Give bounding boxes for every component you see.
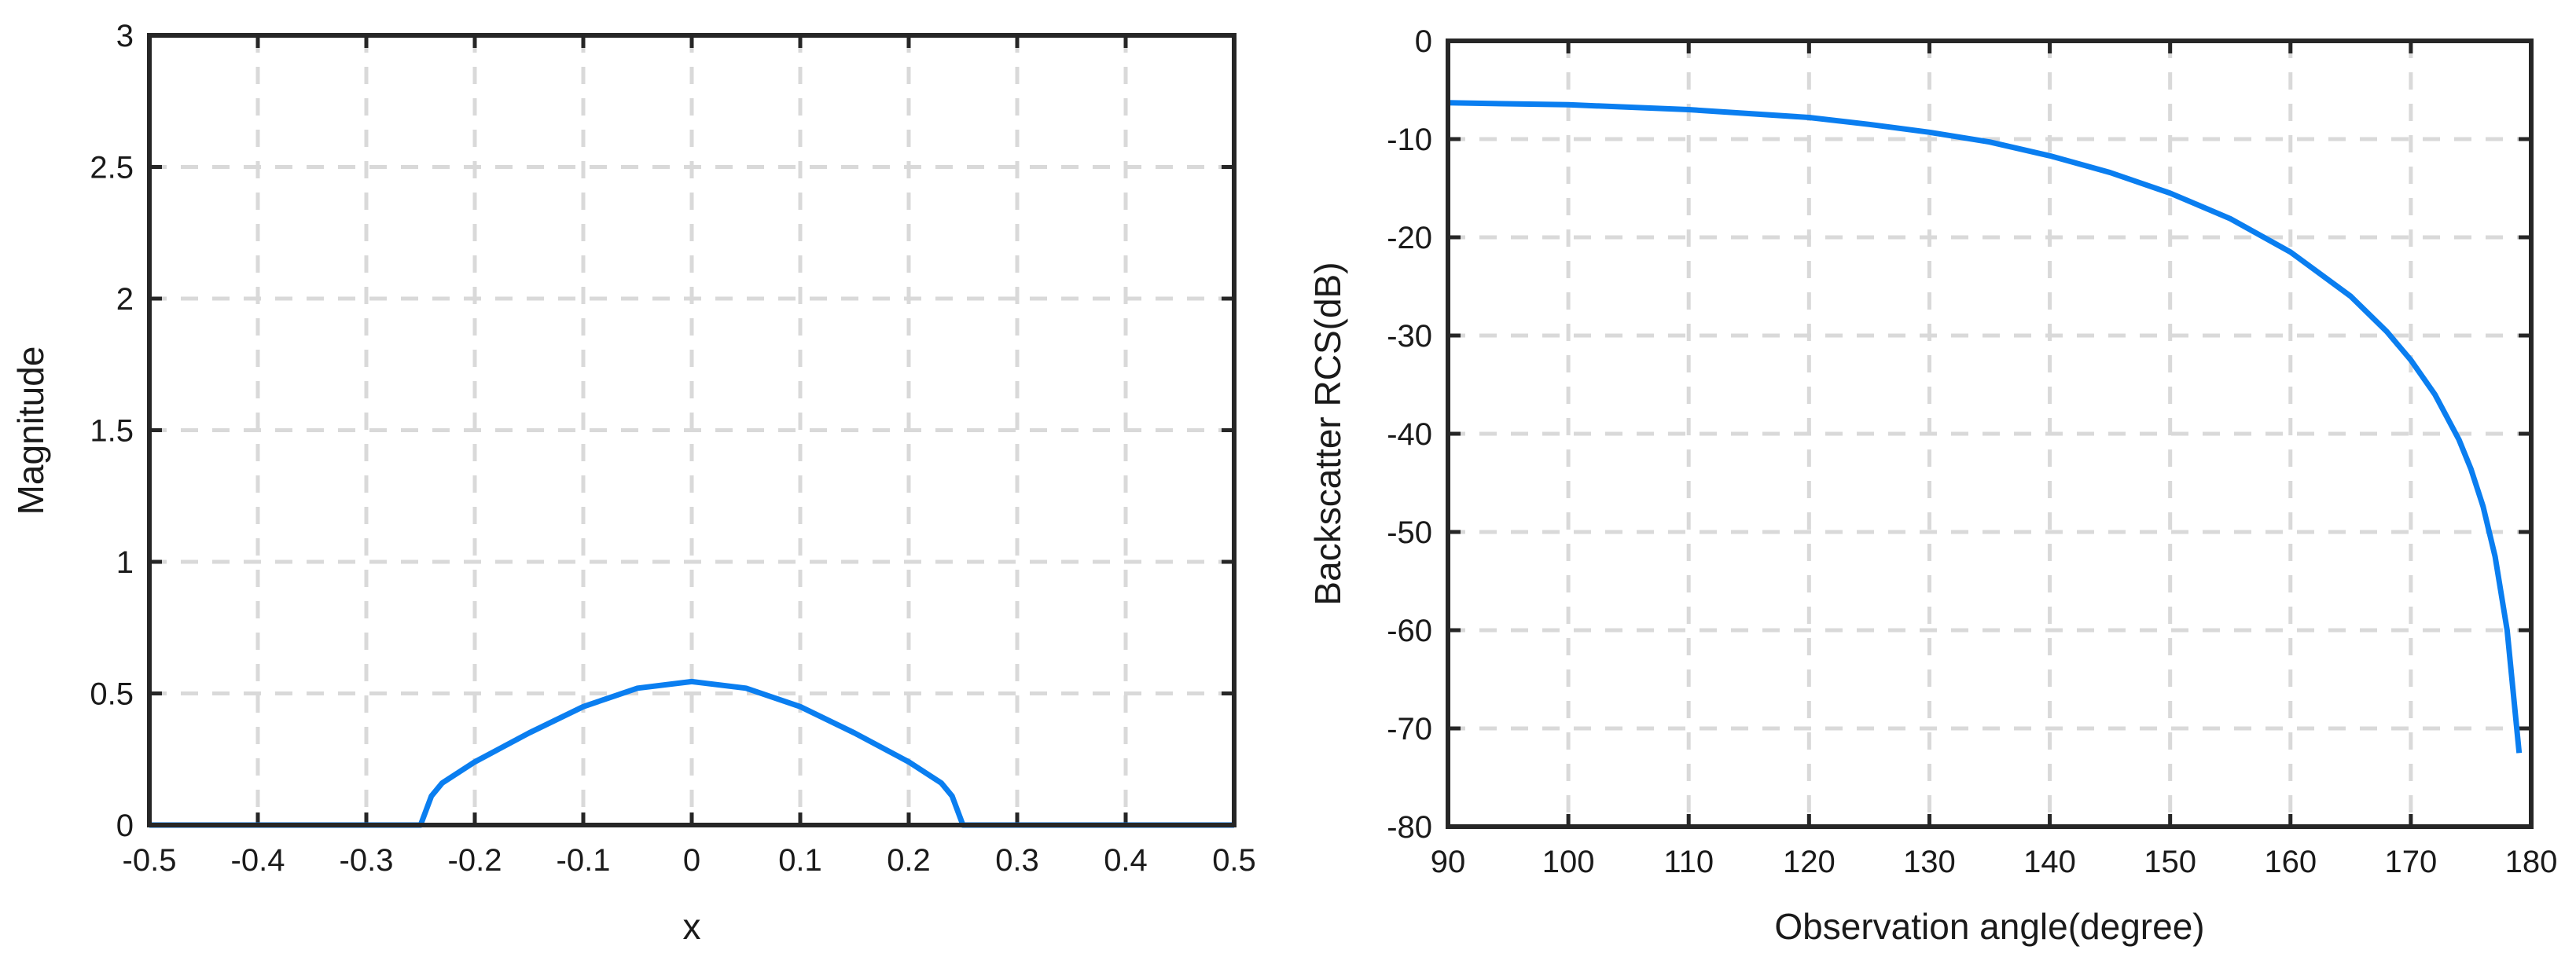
y-tick-label: -60 <box>1387 614 1432 648</box>
y-tick-label: 3 <box>116 19 134 53</box>
x-tick-label: 170 <box>2385 845 2438 879</box>
x-tick-label: 130 <box>1903 845 1956 879</box>
x-tick-label: -0.3 <box>340 843 394 878</box>
x-tick-label: 90 <box>1431 845 1466 879</box>
y-tick-label: -50 <box>1387 515 1432 550</box>
x-tick-label: 0.5 <box>1212 843 1256 878</box>
y-tick-label: -30 <box>1387 319 1432 354</box>
x-tick-label: 110 <box>1663 845 1714 879</box>
x-tick-label: 0.3 <box>995 843 1039 878</box>
y-axis-label: Backscatter RCS(dB) <box>1307 262 1348 605</box>
x-tick-label: 120 <box>1783 845 1836 879</box>
y-tick-label: 2 <box>116 282 134 317</box>
x-tick-label: 0.1 <box>778 843 822 878</box>
y-tick-label: -80 <box>1387 810 1432 845</box>
x-tick-label: 140 <box>2023 845 2076 879</box>
y-tick-label: 1 <box>116 545 134 580</box>
x-tick-label: 160 <box>2264 845 2317 879</box>
x-axis-label: x <box>683 906 701 947</box>
y-tick-label: 2.5 <box>90 151 134 185</box>
y-tick-label: 1.5 <box>90 414 134 449</box>
x-tick-label: -0.4 <box>231 843 285 878</box>
x-tick-label: -0.5 <box>123 843 177 878</box>
x-tick-label: -0.2 <box>448 843 502 878</box>
axes-frame <box>1446 39 2534 829</box>
x-tick-label: -0.1 <box>557 843 611 878</box>
left-plot: -0.5 -0.4 -0.3 -0.2 -0.1 0 0.1 0.2 0.3 0.4 0.5 0 0.5… <box>10 19 1256 947</box>
right-plot: 90 100 110 120 130 140 150 160 170 180 -80 -70 -60 -5… <box>1307 24 2557 947</box>
y-tick-label: 0 <box>1415 24 1432 59</box>
x-tick-label: 0 <box>683 843 700 878</box>
x-tick-label: 100 <box>1542 845 1595 879</box>
y-tick-label: -70 <box>1387 712 1432 746</box>
x-tick-label: 180 <box>2505 845 2558 879</box>
x-tick-label: 0.2 <box>887 843 931 878</box>
x-tick-label: 0.4 <box>1104 843 1148 878</box>
series-line <box>149 678 1234 828</box>
y-tick-label: 0.5 <box>90 677 134 712</box>
y-tick-label: 0 <box>116 809 134 843</box>
x-tick-label: 150 <box>2144 845 2196 879</box>
series-line <box>1447 100 2523 754</box>
x-axis-label: Observation angle(degree) <box>1774 906 2204 947</box>
y-axis-label: Magnitude <box>10 347 51 515</box>
axes-frame <box>147 33 1237 827</box>
y-tick-label: -20 <box>1387 221 1432 255</box>
y-tick-label: -10 <box>1387 123 1432 157</box>
y-tick-label: -40 <box>1387 417 1432 452</box>
